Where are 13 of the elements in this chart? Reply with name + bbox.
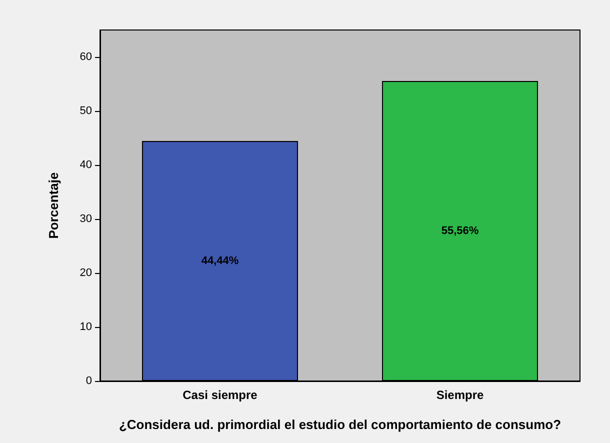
data-label: 44,44% [201,255,239,268]
y-tick-label: 0 [86,375,92,387]
y-tick-label: 10 [80,321,92,333]
y-axis-title: Porcentaje [46,172,61,239]
x-tick-label: Siempre [436,388,484,402]
data-label: 55,56% [441,224,479,237]
y-tick-label: 40 [80,159,92,171]
y-tick-label: 20 [80,267,92,279]
x-tick-label: Casi siempre [182,388,258,402]
y-tick-label: 30 [80,213,92,225]
y-tick-label: 60 [80,51,92,63]
x-axis-title: ¿Considera ud. primordial el estudio del comportamiento de consumo? [118,417,562,432]
y-tick-label: 50 [80,105,92,117]
